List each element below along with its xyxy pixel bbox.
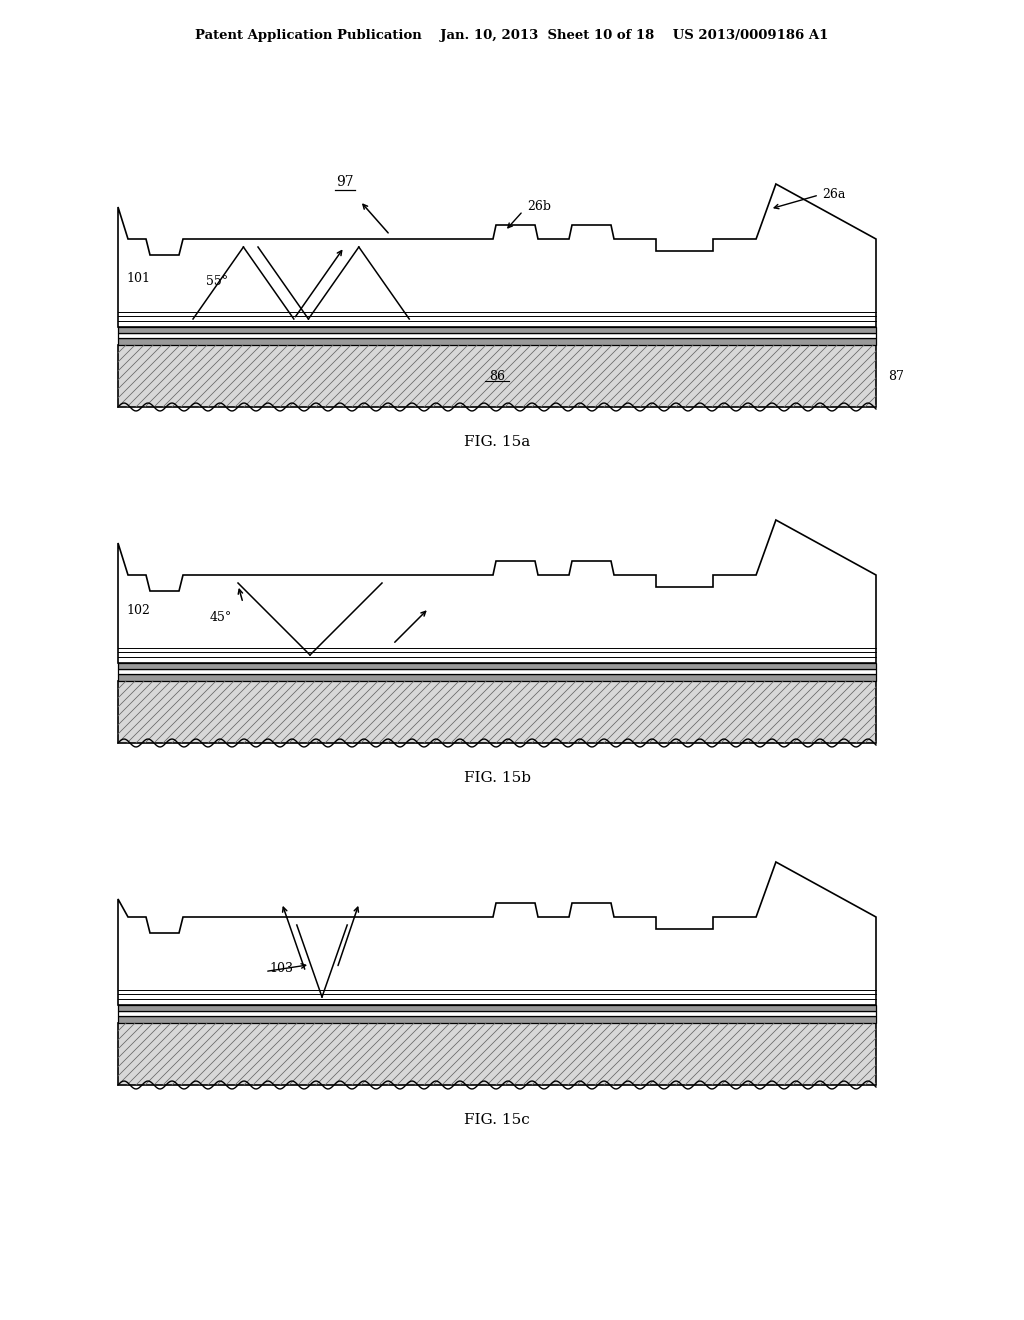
Text: FIG. 15b: FIG. 15b [464, 771, 530, 785]
Polygon shape [118, 1005, 876, 1011]
Text: 26a: 26a [822, 187, 846, 201]
Polygon shape [118, 663, 876, 669]
Polygon shape [118, 345, 876, 407]
Polygon shape [118, 327, 876, 333]
Text: 103: 103 [269, 961, 293, 974]
Polygon shape [118, 862, 876, 1005]
Polygon shape [118, 669, 876, 675]
Text: FIG. 15c: FIG. 15c [464, 1113, 529, 1127]
Text: 102: 102 [126, 603, 150, 616]
Polygon shape [118, 338, 876, 345]
Polygon shape [118, 333, 876, 338]
Polygon shape [118, 1011, 876, 1016]
Text: 97: 97 [336, 176, 354, 189]
Text: 55°: 55° [206, 275, 228, 288]
Polygon shape [118, 183, 876, 327]
Polygon shape [118, 520, 876, 663]
Text: 101: 101 [126, 272, 150, 285]
Polygon shape [118, 681, 876, 743]
Text: 86: 86 [489, 370, 505, 383]
Text: 45°: 45° [210, 611, 232, 624]
Polygon shape [118, 1016, 876, 1023]
Text: 87: 87 [888, 370, 904, 383]
Text: 26b: 26b [527, 201, 551, 214]
Text: FIG. 15a: FIG. 15a [464, 436, 530, 449]
Polygon shape [118, 675, 876, 681]
Polygon shape [118, 1023, 876, 1085]
Text: Patent Application Publication    Jan. 10, 2013  Sheet 10 of 18    US 2013/00091: Patent Application Publication Jan. 10, … [196, 29, 828, 41]
